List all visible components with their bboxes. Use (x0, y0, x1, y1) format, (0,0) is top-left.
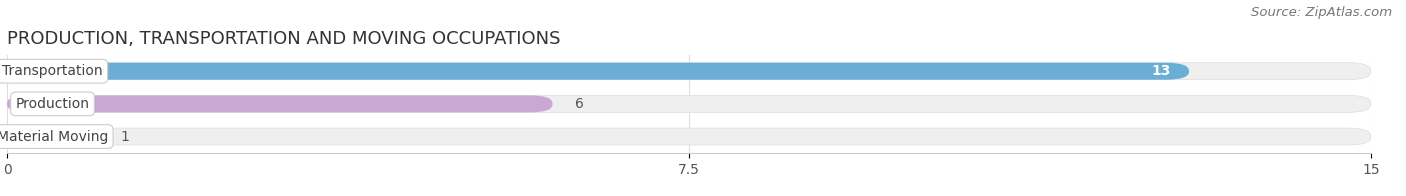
Text: Material Moving: Material Moving (0, 130, 108, 143)
Text: PRODUCTION, TRANSPORTATION AND MOVING OCCUPATIONS: PRODUCTION, TRANSPORTATION AND MOVING OC… (7, 30, 561, 48)
FancyBboxPatch shape (7, 95, 1371, 112)
Text: Production: Production (15, 97, 90, 111)
Text: 1: 1 (121, 130, 129, 143)
FancyBboxPatch shape (7, 128, 1371, 145)
Text: 13: 13 (1152, 64, 1171, 78)
Text: 6: 6 (575, 97, 583, 111)
FancyBboxPatch shape (7, 95, 553, 112)
Text: Source: ZipAtlas.com: Source: ZipAtlas.com (1251, 6, 1392, 19)
FancyBboxPatch shape (7, 63, 1371, 80)
FancyBboxPatch shape (7, 128, 98, 145)
FancyBboxPatch shape (7, 63, 1189, 80)
Text: Transportation: Transportation (3, 64, 103, 78)
